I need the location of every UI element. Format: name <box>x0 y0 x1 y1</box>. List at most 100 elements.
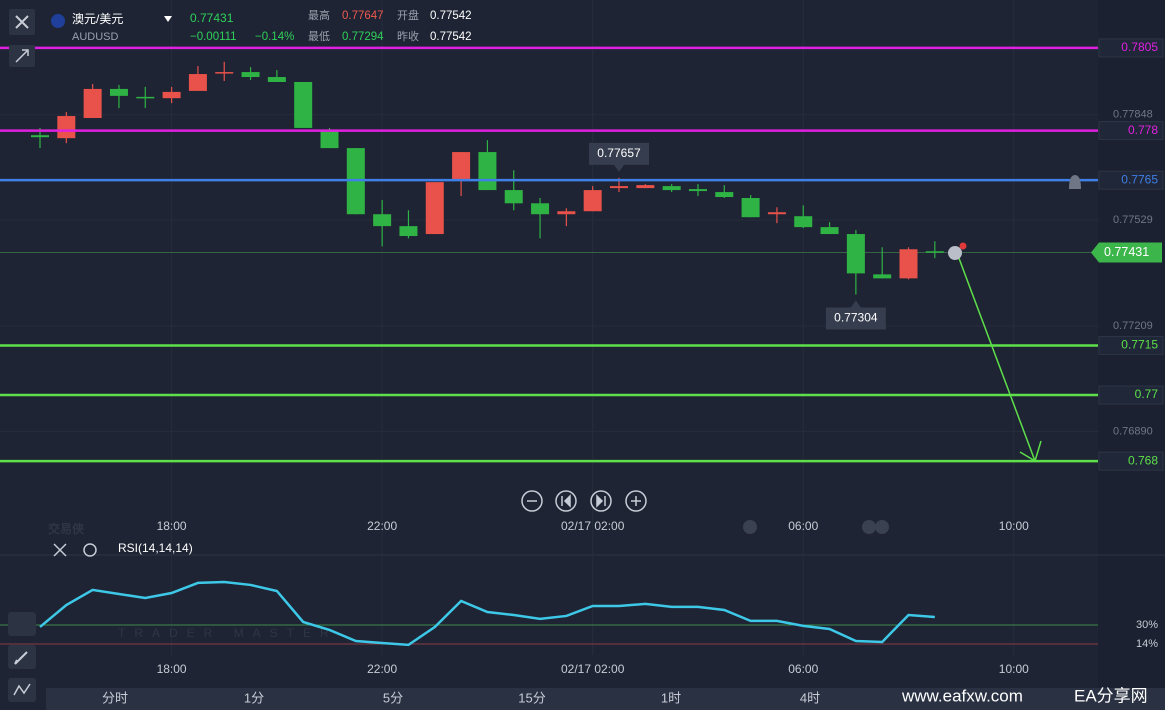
line-label-box <box>1098 335 1164 355</box>
watermark-title: 交易侠 <box>48 521 85 536</box>
timeframe-tab[interactable]: 1分 <box>244 690 264 705</box>
symbol-name[interactable]: 澳元/美元 <box>72 12 123 26</box>
x-tick-label: 18:00 <box>157 519 187 533</box>
candle-body <box>504 190 523 204</box>
candle-body <box>425 182 444 235</box>
min-annotation: 0.77304 <box>834 311 878 325</box>
candle-body <box>294 81 313 128</box>
candle-body <box>31 135 50 138</box>
event-marker[interactable] <box>875 520 889 534</box>
line-label-box <box>1098 451 1164 471</box>
scroll-start-icon <box>561 494 571 508</box>
alert-dot <box>959 242 967 250</box>
candle-body <box>610 186 629 189</box>
symbol-code: AUDUSD <box>72 31 119 43</box>
dropdown-icon[interactable] <box>164 16 172 22</box>
timeframe-tab[interactable]: 4时 <box>800 690 820 705</box>
candle-body <box>794 216 813 228</box>
high-value: 0.77647 <box>342 10 384 22</box>
candle-body <box>531 203 550 215</box>
candle-body <box>267 77 286 82</box>
candle-body <box>662 186 681 191</box>
candle-body <box>899 249 918 279</box>
candle-body <box>767 212 786 215</box>
candle-body <box>820 227 839 235</box>
site-url: www.eafxw.com <box>901 686 1023 705</box>
timeframe-tab[interactable]: 分时 <box>102 690 128 705</box>
price-change: −0.00111 <box>190 31 237 43</box>
rsi-title: RSI(14,14,14) <box>118 541 193 555</box>
candle-body <box>215 72 234 74</box>
candle-body <box>373 214 392 227</box>
candle-body <box>109 88 128 96</box>
timeframe-tab[interactable]: 15分 <box>518 690 545 705</box>
zoom-in-icon <box>631 496 641 506</box>
x-tick-label: 02/17 02:00 <box>561 519 625 533</box>
candle-body <box>399 226 418 237</box>
line-label-box <box>1098 170 1164 190</box>
line-label: 0.7715 <box>1121 338 1158 352</box>
indicator-icon <box>13 683 31 696</box>
timeframe-tab[interactable]: 1时 <box>661 690 681 705</box>
y-tick-label: 0.77209 <box>1113 320 1153 332</box>
alert-bell <box>1069 175 1081 189</box>
candle-body <box>846 234 865 274</box>
candle-body <box>688 189 707 192</box>
line-label: 0.77 <box>1135 387 1159 401</box>
candle-body <box>557 211 576 215</box>
last-price-label: 0.77431 <box>1104 245 1149 259</box>
price-change-pct: −0.14% <box>255 31 294 43</box>
y-tick-label: 0.77848 <box>1113 109 1153 121</box>
expand-icon <box>15 49 29 63</box>
high-label: 最高 <box>308 8 330 22</box>
candle-body <box>241 72 260 78</box>
tool-button[interactable] <box>8 612 36 636</box>
x-tick-label: 10:00 <box>999 519 1029 533</box>
candle-body <box>715 192 734 198</box>
candle-body <box>162 91 181 99</box>
last-price-tag <box>1091 242 1162 263</box>
timeframe-tab[interactable]: 5分 <box>383 690 403 705</box>
candle-body <box>136 96 155 99</box>
candle-body <box>925 251 944 253</box>
x-tick-label: 06:00 <box>788 662 818 676</box>
open-value: 0.77542 <box>430 10 472 22</box>
max-annotation-box <box>589 142 650 172</box>
x-tick-label: 22:00 <box>367 519 397 533</box>
rsi-settings[interactable] <box>83 543 97 557</box>
min-annotation-box <box>825 300 886 330</box>
low-value: 0.77294 <box>342 31 384 43</box>
close-icon <box>15 15 29 29</box>
x-tick-label: 02/17 02:00 <box>561 662 625 676</box>
event-marker[interactable] <box>743 520 757 534</box>
rsi-line <box>39 580 935 647</box>
open-label: 开盘 <box>397 8 419 22</box>
candle-body <box>583 190 602 212</box>
scroll-end-icon <box>596 494 606 508</box>
candle-body <box>636 185 655 189</box>
rsi-close[interactable] <box>53 543 67 557</box>
candle-body <box>478 152 497 191</box>
line-label: 0.768 <box>1128 453 1158 467</box>
candle-body <box>57 116 76 139</box>
timeframe-bar <box>46 688 1165 710</box>
rsi-tick-label: 14% <box>1136 638 1158 650</box>
line-label: 0.7805 <box>1121 40 1158 54</box>
low-label: 最低 <box>308 30 330 43</box>
candle-body <box>452 152 471 181</box>
x-tick-label: 06:00 <box>788 519 818 533</box>
candle-body <box>320 129 339 149</box>
x-tick-label: 18:00 <box>157 662 187 676</box>
line-label: 0.778 <box>1128 123 1158 137</box>
line-label: 0.7765 <box>1121 172 1158 186</box>
prev-value: 0.77542 <box>430 31 472 43</box>
info-marker <box>948 246 962 260</box>
site-name: EA分享网 <box>1074 686 1148 705</box>
event-marker[interactable] <box>862 520 876 534</box>
last-price: 0.77431 <box>190 11 234 25</box>
rsi-tick-label: 30% <box>1136 619 1158 631</box>
flag-icon <box>51 14 65 28</box>
candle-body <box>741 198 760 218</box>
